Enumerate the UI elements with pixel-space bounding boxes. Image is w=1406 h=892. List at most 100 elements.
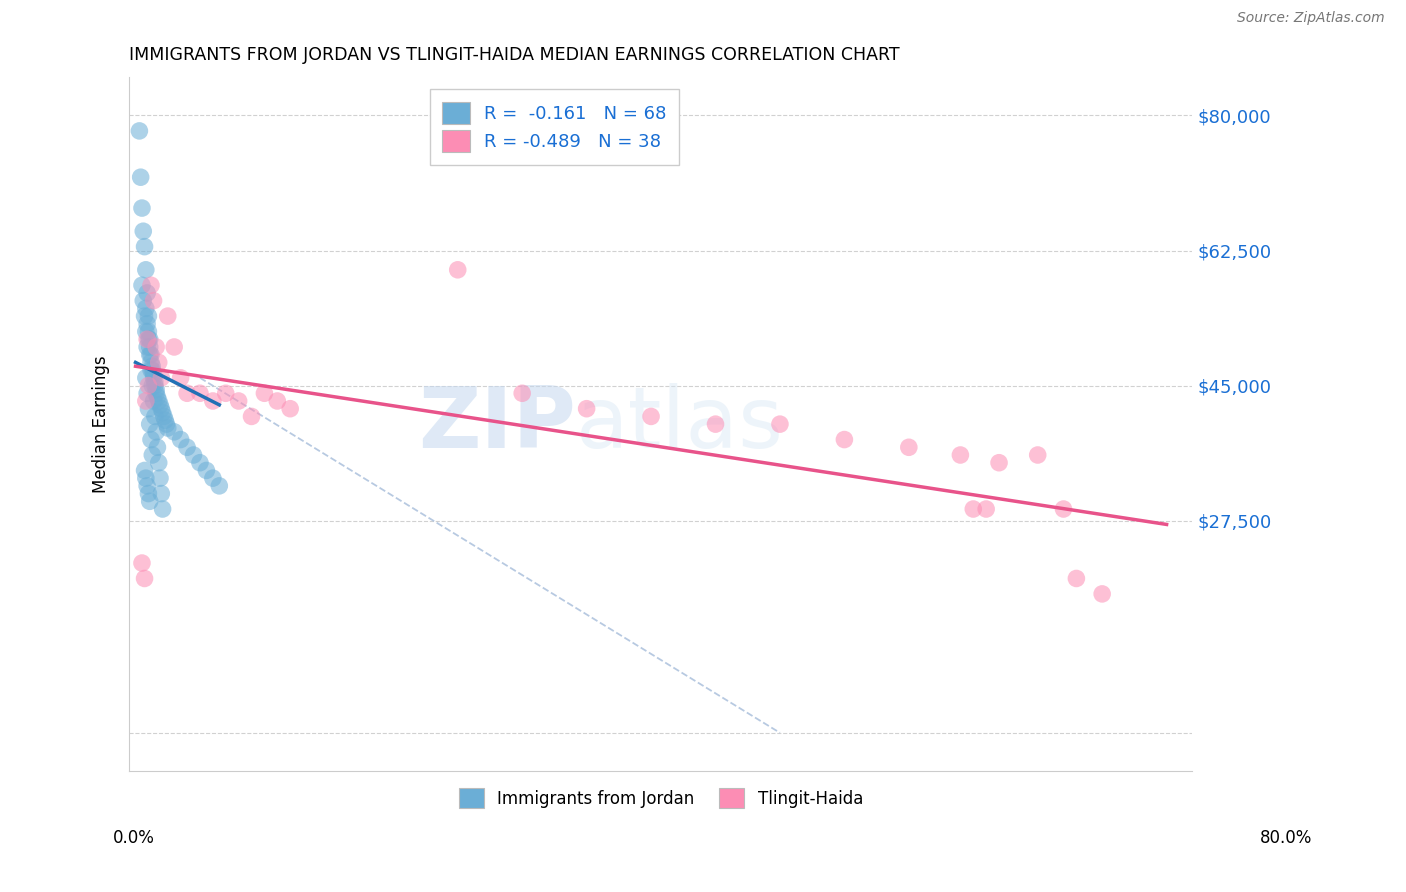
Point — [266, 394, 288, 409]
Point — [704, 417, 727, 431]
Point — [139, 355, 162, 369]
Point — [188, 456, 211, 470]
Point — [142, 293, 165, 308]
Point — [141, 378, 163, 392]
Text: 0.0%: 0.0% — [112, 829, 155, 847]
Point — [129, 170, 152, 185]
Point — [134, 572, 156, 586]
Point — [153, 413, 176, 427]
Point — [141, 363, 163, 377]
Point — [145, 386, 167, 401]
Text: 80.0%: 80.0% — [1260, 829, 1313, 847]
Point — [134, 309, 156, 323]
Point — [208, 479, 231, 493]
Text: ZIP: ZIP — [418, 383, 575, 466]
Point — [949, 448, 972, 462]
Point — [139, 348, 162, 362]
Point — [138, 486, 160, 500]
Point — [146, 390, 169, 404]
Point — [135, 325, 157, 339]
Point — [188, 386, 211, 401]
Point — [141, 359, 163, 374]
Point — [148, 355, 170, 369]
Point — [135, 371, 157, 385]
Point — [143, 375, 166, 389]
Point — [228, 394, 250, 409]
Point — [146, 440, 169, 454]
Point — [962, 502, 984, 516]
Point — [155, 417, 177, 431]
Point — [640, 409, 662, 424]
Point — [215, 386, 238, 401]
Point — [135, 301, 157, 316]
Point — [195, 463, 218, 477]
Point — [145, 340, 167, 354]
Point — [176, 386, 198, 401]
Point — [149, 398, 172, 412]
Point — [201, 471, 224, 485]
Point — [152, 502, 174, 516]
Point — [253, 386, 276, 401]
Text: Source: ZipAtlas.com: Source: ZipAtlas.com — [1237, 12, 1385, 25]
Point — [150, 486, 173, 500]
Point — [153, 409, 176, 424]
Legend: Immigrants from Jordan, Tlingit-Haida: Immigrants from Jordan, Tlingit-Haida — [451, 781, 869, 815]
Point — [142, 367, 165, 381]
Point — [138, 340, 160, 354]
Point — [278, 401, 301, 416]
Point — [145, 383, 167, 397]
Point — [152, 406, 174, 420]
Point — [136, 479, 159, 493]
Point — [142, 394, 165, 409]
Point — [156, 421, 179, 435]
Point — [1026, 448, 1049, 462]
Point — [132, 224, 155, 238]
Point — [139, 433, 162, 447]
Point — [138, 348, 160, 362]
Point — [988, 456, 1011, 470]
Point — [128, 124, 150, 138]
Point — [138, 378, 160, 392]
Point — [131, 201, 153, 215]
Point — [974, 502, 997, 516]
Point — [138, 309, 160, 323]
Point — [1052, 502, 1074, 516]
Point — [138, 332, 160, 346]
Point — [136, 317, 159, 331]
Point — [134, 240, 156, 254]
Point — [1091, 587, 1114, 601]
Point — [510, 386, 533, 401]
Point — [139, 278, 162, 293]
Point — [1066, 572, 1088, 586]
Point — [148, 394, 170, 409]
Point — [138, 494, 160, 508]
Point — [169, 433, 191, 447]
Text: IMMIGRANTS FROM JORDAN VS TLINGIT-HAIDA MEDIAN EARNINGS CORRELATION CHART: IMMIGRANTS FROM JORDAN VS TLINGIT-HAIDA … — [129, 46, 900, 64]
Point — [136, 285, 159, 300]
Point — [183, 448, 205, 462]
Y-axis label: Median Earnings: Median Earnings — [93, 355, 110, 493]
Point — [575, 401, 598, 416]
Point — [136, 386, 159, 401]
Point — [834, 433, 856, 447]
Point — [136, 340, 159, 354]
Point — [136, 332, 159, 346]
Point — [138, 417, 160, 431]
Point — [143, 378, 166, 392]
Point — [134, 463, 156, 477]
Point — [139, 363, 162, 377]
Point — [138, 325, 160, 339]
Point — [240, 409, 263, 424]
Point — [163, 425, 186, 439]
Point — [150, 401, 173, 416]
Point — [138, 401, 160, 416]
Point — [131, 278, 153, 293]
Point — [132, 293, 155, 308]
Point — [769, 417, 792, 431]
Point — [201, 394, 224, 409]
Point — [135, 471, 157, 485]
Point — [131, 556, 153, 570]
Point — [176, 440, 198, 454]
Point — [148, 456, 170, 470]
Point — [141, 448, 163, 462]
